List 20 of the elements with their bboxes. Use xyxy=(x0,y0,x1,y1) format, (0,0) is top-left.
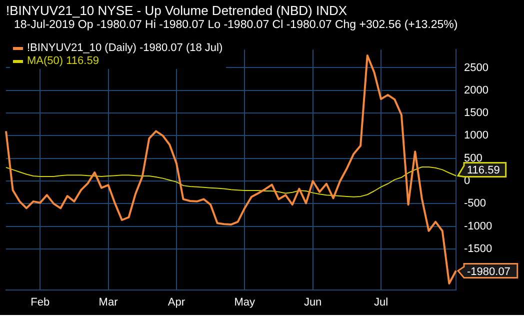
y-tick-label: -1500 xyxy=(464,243,492,256)
y-tick-label: 1000 xyxy=(464,130,488,142)
y-tick-label: 1500 xyxy=(464,107,488,120)
chart-title: !BINYUV21_10 NYSE - Up Volume Detrended (NBD) INDX xyxy=(5,2,348,18)
legend-label: MA(50) 116.59 xyxy=(27,55,99,68)
x-tick-label: Feb xyxy=(30,296,50,308)
x-tick-label: Jul xyxy=(374,296,388,308)
x-tick-label: Jun xyxy=(304,296,322,308)
chart-subtitle: 18-Jul-2019 Op -1980.07 Hi -1980.07 Lo -1980.07 Cl -1980.07 Chg +302.56 (+13.25%) xyxy=(13,18,459,33)
y-tick-label: 2000 xyxy=(464,84,488,96)
y-tick-label: -1000 xyxy=(464,220,492,232)
x-tick-label: Apr xyxy=(168,296,186,308)
legend-label: !BINYUV21_10 (Daily) -1980.07 (18 Jul) xyxy=(27,42,223,55)
x-tick-label: Mar xyxy=(98,296,118,308)
data-label: -1980.07 xyxy=(467,266,510,278)
x-tick-label: May xyxy=(234,296,256,308)
y-tick-label: 2500 xyxy=(464,62,488,74)
y-tick-label: -500 xyxy=(464,198,486,210)
data-label: 116.59 xyxy=(467,164,500,177)
y-tick-label: 500 xyxy=(464,152,482,164)
